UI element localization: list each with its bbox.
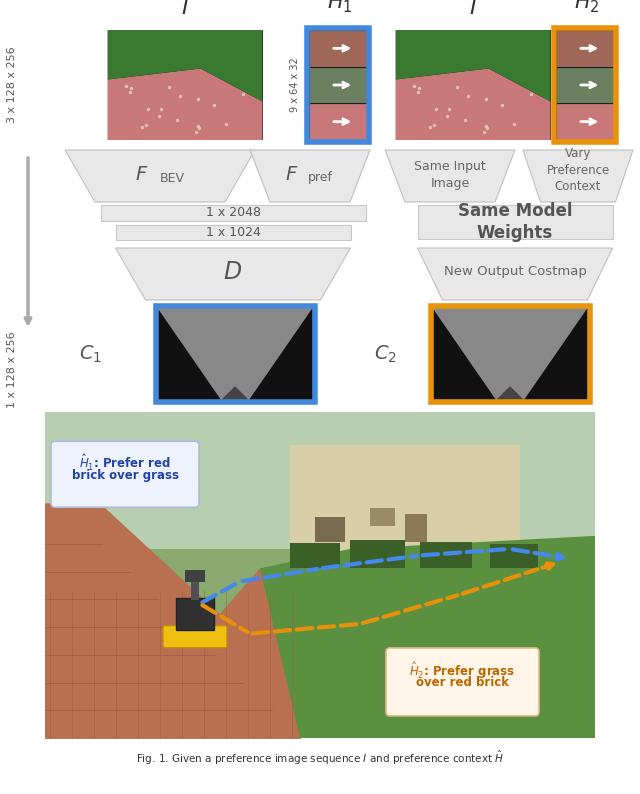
Polygon shape [108, 68, 262, 140]
Text: $C_2$: $C_2$ [374, 343, 396, 364]
Polygon shape [433, 308, 588, 400]
FancyBboxPatch shape [405, 515, 427, 542]
Text: brick over grass: brick over grass [72, 469, 179, 482]
FancyBboxPatch shape [45, 412, 595, 549]
Text: 1 x 1024: 1 x 1024 [205, 225, 260, 238]
Text: 1 x 2048: 1 x 2048 [205, 206, 260, 219]
Text: $C_1$: $C_1$ [79, 343, 102, 364]
Text: Vary
Preference
Context: Vary Preference Context [547, 147, 610, 194]
Text: $\hat{H}_2$: Prefer grass: $\hat{H}_2$: Prefer grass [410, 660, 516, 681]
Text: over red brick: over red brick [416, 676, 509, 689]
FancyBboxPatch shape [386, 648, 539, 716]
Polygon shape [65, 150, 255, 202]
Text: $F$: $F$ [134, 164, 148, 183]
FancyBboxPatch shape [420, 542, 472, 569]
FancyBboxPatch shape [163, 626, 227, 648]
FancyBboxPatch shape [396, 30, 550, 140]
Text: 3 x 128 x 256: 3 x 128 x 256 [7, 47, 17, 123]
Text: Fig. 1. Given a preference image sequence $I$ and preference context $\hat{H}$: Fig. 1. Given a preference image sequenc… [136, 749, 504, 767]
FancyBboxPatch shape [350, 541, 405, 569]
Text: $F$: $F$ [285, 164, 298, 183]
FancyBboxPatch shape [490, 545, 538, 569]
FancyBboxPatch shape [290, 543, 340, 569]
Text: BEV: BEV [160, 172, 185, 184]
FancyBboxPatch shape [45, 412, 595, 738]
FancyBboxPatch shape [556, 30, 614, 67]
Polygon shape [220, 536, 595, 738]
Polygon shape [385, 150, 515, 202]
Text: Same Model
Weights: Same Model Weights [458, 202, 572, 242]
FancyBboxPatch shape [290, 445, 520, 559]
FancyBboxPatch shape [191, 580, 199, 599]
FancyBboxPatch shape [115, 225, 351, 240]
FancyBboxPatch shape [370, 508, 395, 526]
FancyBboxPatch shape [185, 569, 205, 582]
Polygon shape [221, 386, 249, 400]
Text: New Output Costmap: New Output Costmap [444, 265, 586, 279]
Text: Same Input
Image: Same Input Image [414, 160, 486, 190]
Polygon shape [396, 30, 550, 102]
FancyBboxPatch shape [51, 441, 199, 507]
FancyBboxPatch shape [108, 30, 262, 140]
Text: $\hat{H}_1$: $\hat{H}_1$ [327, 0, 353, 15]
FancyBboxPatch shape [309, 103, 367, 140]
Polygon shape [417, 248, 612, 300]
Polygon shape [523, 150, 633, 202]
Polygon shape [396, 68, 550, 140]
FancyBboxPatch shape [309, 30, 367, 67]
Text: $I$: $I$ [469, 0, 477, 18]
Polygon shape [45, 503, 300, 738]
FancyBboxPatch shape [315, 518, 345, 542]
FancyBboxPatch shape [433, 308, 588, 400]
Text: $\hat{H}_2$: $\hat{H}_2$ [574, 0, 600, 15]
Polygon shape [157, 308, 312, 400]
Text: $\hat{H}_1$: Prefer red: $\hat{H}_1$: Prefer red [79, 453, 171, 473]
Text: $I$: $I$ [181, 0, 189, 18]
Polygon shape [108, 30, 262, 102]
Polygon shape [115, 248, 351, 300]
Polygon shape [496, 386, 524, 400]
Text: $D$: $D$ [223, 260, 243, 284]
FancyBboxPatch shape [556, 67, 614, 103]
FancyBboxPatch shape [417, 205, 612, 239]
FancyBboxPatch shape [157, 308, 312, 400]
Text: pref: pref [308, 172, 333, 184]
Polygon shape [250, 150, 370, 202]
FancyBboxPatch shape [176, 598, 214, 630]
Text: 9 x 64 x 32: 9 x 64 x 32 [290, 58, 300, 113]
FancyBboxPatch shape [309, 67, 367, 103]
Text: 1 x 128 x 256: 1 x 128 x 256 [7, 332, 17, 408]
FancyBboxPatch shape [556, 103, 614, 140]
FancyBboxPatch shape [100, 205, 365, 221]
